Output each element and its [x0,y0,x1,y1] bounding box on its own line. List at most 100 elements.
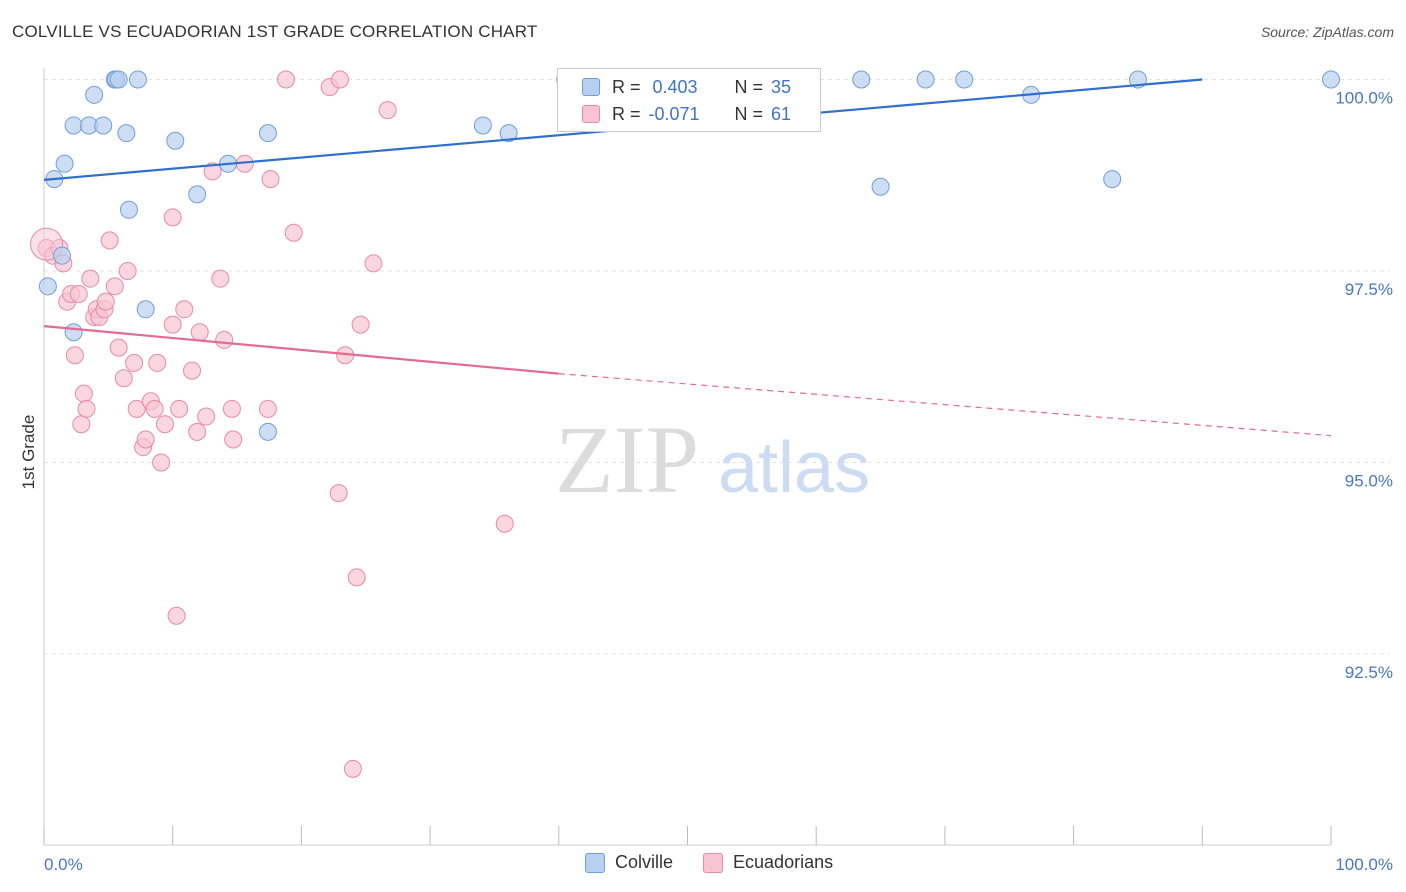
colville-point [128,70,147,89]
ecuadorians-point [72,415,91,434]
colville-point [136,300,155,319]
ecuadorians-point [167,606,186,625]
ecuadorians-point [211,269,230,288]
legend-n-value: 35 [771,76,792,97]
ecuadorians-point [197,407,216,426]
colville-point [955,70,974,89]
legend-ecuadorians-label: Ecuadorians [733,852,834,872]
ecuadorians-point [118,262,137,280]
colville-point [119,200,138,219]
colville-point [916,70,935,89]
colville-point [852,70,871,89]
colville-point [1322,70,1340,89]
ecuadorians-point [258,399,277,418]
y-tick-label: 95.0% [1345,472,1393,491]
colville-point [258,422,277,441]
axes-layer: 100.0% 97.5% 95.0% 92.5% 0.0% 100.0% [43,68,1393,874]
colville-point [85,85,104,104]
ecuadorians-point [378,101,397,120]
trend-lines [43,78,1332,437]
watermark: ZIP atlas [555,406,870,513]
y-tick-label: 100.0% [1335,89,1393,108]
colville-points [38,70,1340,441]
colville-point [53,246,72,265]
ecuadorians-point [329,484,348,503]
ecuadorians-point [215,330,234,349]
ecuadorians-point [224,430,243,449]
y-tick-label: 92.5% [1345,663,1393,682]
source-credit: Source: ZipAtlas.com [1260,24,1394,40]
colville-swatch [582,78,600,96]
ecuadorians-point [331,70,350,89]
ecuadorians-point [155,415,174,434]
ecuadorians-point [145,399,164,418]
legend-r-label: R = [612,76,641,97]
colville-point [1103,170,1122,189]
legend-r-value: -0.071 [648,103,700,124]
ecuadorians-point [188,422,207,441]
ecuadorians-point [109,338,128,357]
legend-item-ecuadorians: Ecuadorians [703,852,833,873]
legend-r-value: 0.403 [652,76,698,97]
colville-point [473,116,492,135]
ecuadorians-trend-extension [558,373,1332,437]
colville-legend-swatch [585,852,605,873]
ecuadorians-point [69,284,88,303]
y-axis-label: 1st Grade [19,415,38,490]
ecuadorians-point [183,361,202,380]
colville-point [109,70,128,89]
ecuadorians-point [125,353,144,372]
watermark-atlas: atlas [718,428,870,508]
ecuadorians-point [152,453,171,472]
ecuadorians-point [222,399,241,418]
ecuadorians-point [77,399,96,418]
colville-point [38,277,57,296]
ecuadorians-point [163,315,182,334]
ecuadorians-point [136,430,155,449]
ecuadorians-point [105,277,124,296]
colville-point [94,116,113,135]
watermark-zip: ZIP [555,406,699,513]
ecuadorians-point [114,369,133,388]
legend-item-colville: Colville [585,852,673,873]
colville-point [188,185,207,204]
ecuadorians-point [347,568,366,587]
ecuadorians-point [74,384,93,403]
ecuadorians-point [190,323,209,342]
chart-title: COLVILLE VS ECUADORIAN 1ST GRADE CORRELA… [12,22,538,41]
ecuadorians-point [170,399,189,418]
ecuadorians-point [127,399,146,418]
ecuadorians-trend-line [43,325,559,375]
ecuadorians-point [276,70,295,89]
x-tick-label: 100.0% [1335,855,1393,874]
ecuadorians-point [148,353,167,372]
colville-point [871,177,890,196]
x-tick-label: 0.0% [44,855,83,874]
legend-n-label: N = [734,103,764,124]
ecuadorians-point [343,759,362,778]
y-tick-label: 97.5% [1345,280,1393,299]
legend-r-label: R = [612,103,641,124]
ecuadorians-point [163,208,182,227]
ecuadorians-point [81,269,100,288]
ecuadorians-point [495,514,514,533]
ecuadorians-point [364,254,383,273]
colville-point [117,124,136,143]
colville-point [499,124,518,143]
ecuadorians-point [65,346,84,365]
colville-point [64,323,83,342]
legend-n-label: N = [734,76,764,97]
colville-point [64,116,83,135]
legend-row-colville: R = 0.403 N = 35 [582,75,791,99]
ecuadorians-swatch [582,105,600,123]
legend-row-ecuadorians: R = -0.071 N = 61 [582,102,791,126]
ecuadorians-point [96,292,115,311]
ecuadorians-point [100,231,119,250]
ecuadorians-point [261,170,280,189]
ecuadorians-point [175,300,194,319]
legend-colville-label: Colville [615,852,674,872]
ecuadorians-point [351,315,370,334]
correlation-legend: R = 0.403 N = 35 R = -0.071 N = 61 [557,68,821,132]
ecuadorians-point [284,223,303,242]
colville-point [258,124,277,143]
